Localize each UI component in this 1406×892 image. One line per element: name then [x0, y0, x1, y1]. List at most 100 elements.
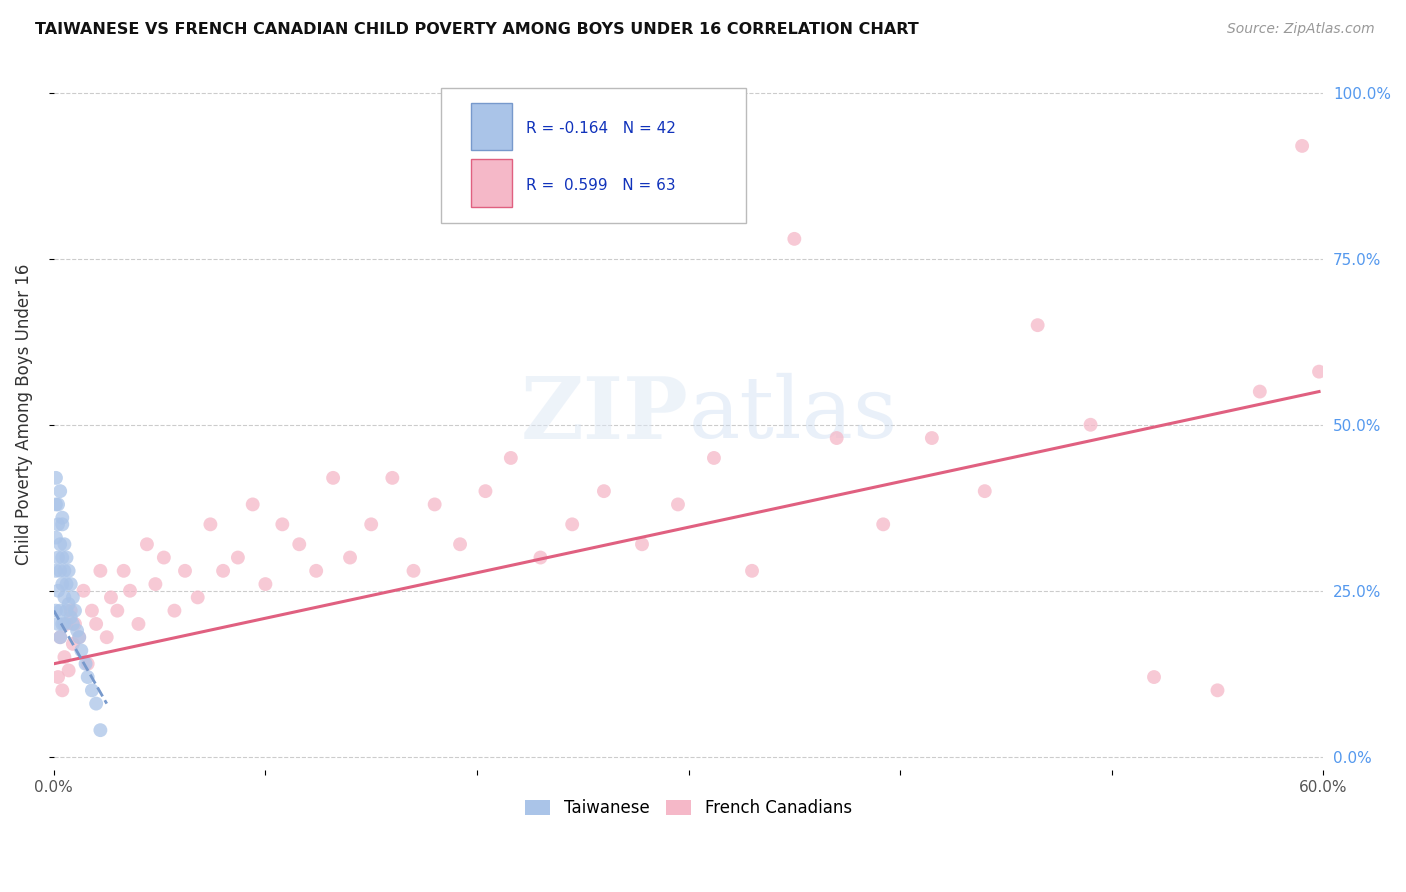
- Point: [53, 650, 76, 665]
- Text: R =  0.599   N = 63: R = 0.599 N = 63: [526, 178, 676, 194]
- Point: [46, 498, 69, 512]
- Point: [561, 517, 583, 532]
- Point: [49, 604, 72, 618]
- Point: [51, 577, 73, 591]
- Point: [51, 510, 73, 524]
- Point: [127, 616, 149, 631]
- Point: [53, 591, 76, 605]
- Point: [72, 583, 94, 598]
- Point: [80, 604, 103, 618]
- Text: Source: ZipAtlas.com: Source: ZipAtlas.com: [1227, 22, 1375, 37]
- Point: [100, 591, 122, 605]
- Point: [499, 450, 522, 465]
- Point: [62, 616, 84, 631]
- Point: [55, 616, 77, 631]
- Point: [45, 604, 67, 618]
- Point: [53, 564, 76, 578]
- Point: [51, 616, 73, 631]
- Point: [59, 577, 82, 591]
- Point: [1080, 417, 1102, 432]
- Y-axis label: Child Poverty Among Boys Under 16: Child Poverty Among Boys Under 16: [15, 264, 32, 566]
- Text: atlas: atlas: [689, 373, 897, 457]
- Point: [381, 471, 404, 485]
- Text: ZIP: ZIP: [520, 373, 689, 457]
- Point: [226, 550, 249, 565]
- Point: [58, 564, 80, 578]
- FancyBboxPatch shape: [471, 103, 512, 150]
- Legend: Taiwanese, French Canadians: Taiwanese, French Canadians: [517, 791, 860, 826]
- Point: [921, 431, 943, 445]
- Point: [1026, 318, 1049, 333]
- Point: [49, 537, 72, 551]
- Point: [46, 616, 69, 631]
- FancyBboxPatch shape: [471, 160, 512, 207]
- Point: [63, 616, 86, 631]
- Point: [212, 564, 235, 578]
- Point: [76, 657, 98, 671]
- Point: [49, 630, 72, 644]
- Point: [59, 604, 82, 618]
- Point: [67, 630, 90, 644]
- Point: [63, 604, 86, 618]
- FancyBboxPatch shape: [441, 88, 745, 223]
- Point: [58, 597, 80, 611]
- Point: [46, 517, 69, 532]
- Point: [474, 484, 496, 499]
- Point: [163, 604, 186, 618]
- Point: [449, 537, 471, 551]
- Point: [254, 577, 277, 591]
- Point: [1143, 670, 1166, 684]
- Point: [55, 604, 77, 618]
- Text: R = -0.164   N = 42: R = -0.164 N = 42: [526, 121, 676, 136]
- Point: [593, 484, 616, 499]
- Point: [62, 637, 84, 651]
- Point: [118, 583, 141, 598]
- Point: [53, 616, 76, 631]
- Point: [45, 531, 67, 545]
- Point: [1308, 365, 1330, 379]
- Point: [288, 537, 311, 551]
- Point: [741, 564, 763, 578]
- Point: [783, 232, 806, 246]
- Point: [45, 564, 67, 578]
- Point: [89, 723, 111, 738]
- Point: [59, 610, 82, 624]
- Point: [51, 683, 73, 698]
- Point: [76, 670, 98, 684]
- Point: [1249, 384, 1271, 399]
- Point: [872, 517, 894, 532]
- Point: [631, 537, 654, 551]
- Text: TAIWANESE VS FRENCH CANADIAN CHILD POVERTY AMONG BOYS UNDER 16 CORRELATION CHART: TAIWANESE VS FRENCH CANADIAN CHILD POVER…: [35, 22, 920, 37]
- Point: [53, 537, 76, 551]
- Point: [66, 624, 89, 638]
- Point: [666, 498, 689, 512]
- Point: [423, 498, 446, 512]
- Point: [45, 471, 67, 485]
- Point: [49, 630, 72, 644]
- Point: [46, 670, 69, 684]
- Point: [135, 537, 157, 551]
- Point: [96, 630, 118, 644]
- Point: [242, 498, 264, 512]
- Point: [55, 577, 77, 591]
- Point: [75, 657, 97, 671]
- Point: [51, 517, 73, 532]
- Point: [973, 484, 995, 499]
- Point: [153, 550, 176, 565]
- Point: [45, 498, 67, 512]
- Point: [49, 564, 72, 578]
- Point: [200, 517, 222, 532]
- Point: [322, 471, 344, 485]
- Point: [703, 450, 725, 465]
- Point: [51, 550, 73, 565]
- Point: [46, 583, 69, 598]
- Point: [825, 431, 848, 445]
- Point: [67, 630, 90, 644]
- Point: [529, 550, 551, 565]
- Point: [80, 683, 103, 698]
- Point: [402, 564, 425, 578]
- Point: [84, 697, 107, 711]
- Point: [174, 564, 197, 578]
- Point: [305, 564, 328, 578]
- Point: [360, 517, 382, 532]
